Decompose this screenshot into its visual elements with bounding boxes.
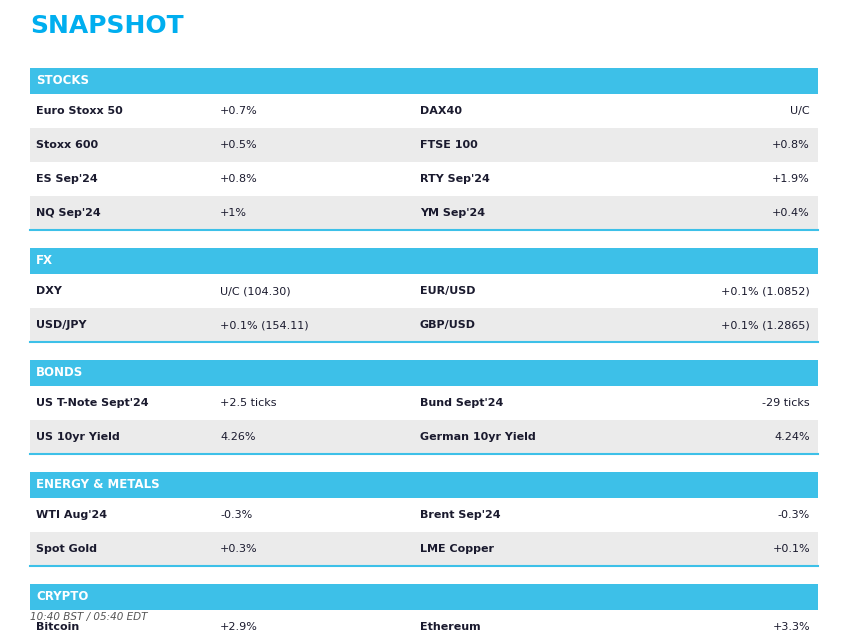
- FancyBboxPatch shape: [30, 308, 818, 342]
- FancyBboxPatch shape: [30, 610, 818, 636]
- Text: Ethereum: Ethereum: [420, 622, 481, 632]
- Text: +1.9%: +1.9%: [773, 174, 810, 184]
- Text: U/C (104.30): U/C (104.30): [220, 286, 291, 296]
- Text: U/C: U/C: [790, 106, 810, 116]
- Text: German 10yr Yield: German 10yr Yield: [420, 432, 536, 442]
- Text: +2.5 ticks: +2.5 ticks: [220, 398, 276, 408]
- FancyBboxPatch shape: [30, 584, 818, 610]
- Text: US 10yr Yield: US 10yr Yield: [36, 432, 120, 442]
- Text: GBP/USD: GBP/USD: [420, 320, 476, 330]
- Text: Spot Gold: Spot Gold: [36, 544, 97, 554]
- FancyBboxPatch shape: [30, 472, 818, 498]
- Text: DAX40: DAX40: [420, 106, 462, 116]
- Text: -0.3%: -0.3%: [778, 510, 810, 520]
- Text: YM Sep'24: YM Sep'24: [420, 208, 485, 218]
- Text: +1%: +1%: [220, 208, 247, 218]
- FancyBboxPatch shape: [30, 386, 818, 420]
- Text: LME Copper: LME Copper: [420, 544, 494, 554]
- Text: +0.1% (1.0852): +0.1% (1.0852): [722, 286, 810, 296]
- Text: NQ Sep'24: NQ Sep'24: [36, 208, 101, 218]
- Text: 10:40 BST / 05:40 EDT: 10:40 BST / 05:40 EDT: [30, 612, 148, 622]
- Text: DXY: DXY: [36, 286, 62, 296]
- Text: RTY Sep'24: RTY Sep'24: [420, 174, 490, 184]
- Text: BONDS: BONDS: [36, 366, 83, 380]
- Text: WTI Aug'24: WTI Aug'24: [36, 510, 107, 520]
- FancyBboxPatch shape: [30, 248, 818, 274]
- Text: +0.8%: +0.8%: [773, 140, 810, 150]
- Text: +0.3%: +0.3%: [220, 544, 258, 554]
- Text: FX: FX: [36, 254, 53, 268]
- Text: US T-Note Sept'24: US T-Note Sept'24: [36, 398, 148, 408]
- Text: +0.8%: +0.8%: [220, 174, 258, 184]
- FancyBboxPatch shape: [30, 94, 818, 128]
- Text: +0.1%: +0.1%: [773, 544, 810, 554]
- Text: -29 ticks: -29 ticks: [762, 398, 810, 408]
- Text: Stoxx 600: Stoxx 600: [36, 140, 98, 150]
- FancyBboxPatch shape: [30, 128, 818, 162]
- Text: +0.7%: +0.7%: [220, 106, 258, 116]
- FancyBboxPatch shape: [30, 274, 818, 308]
- Text: USD/JPY: USD/JPY: [36, 320, 86, 330]
- Text: 4.26%: 4.26%: [220, 432, 255, 442]
- Text: Brent Sep'24: Brent Sep'24: [420, 510, 500, 520]
- Text: -0.3%: -0.3%: [220, 510, 252, 520]
- FancyBboxPatch shape: [30, 498, 818, 532]
- Text: +0.1% (1.2865): +0.1% (1.2865): [722, 320, 810, 330]
- FancyBboxPatch shape: [30, 420, 818, 454]
- Text: Bund Sept'24: Bund Sept'24: [420, 398, 504, 408]
- Text: +0.5%: +0.5%: [220, 140, 258, 150]
- Text: 4.24%: 4.24%: [774, 432, 810, 442]
- FancyBboxPatch shape: [30, 162, 818, 196]
- Text: EUR/USD: EUR/USD: [420, 286, 476, 296]
- Text: +0.1% (154.11): +0.1% (154.11): [220, 320, 309, 330]
- Text: SNAPSHOT: SNAPSHOT: [30, 14, 184, 38]
- FancyBboxPatch shape: [30, 360, 818, 386]
- FancyBboxPatch shape: [30, 68, 818, 94]
- Text: ES Sep'24: ES Sep'24: [36, 174, 98, 184]
- Text: Euro Stoxx 50: Euro Stoxx 50: [36, 106, 123, 116]
- Text: +0.4%: +0.4%: [773, 208, 810, 218]
- Text: +3.3%: +3.3%: [773, 622, 810, 632]
- FancyBboxPatch shape: [30, 532, 818, 566]
- Text: FTSE 100: FTSE 100: [420, 140, 477, 150]
- Text: CRYPTO: CRYPTO: [36, 590, 88, 604]
- FancyBboxPatch shape: [30, 196, 818, 230]
- Text: ENERGY & METALS: ENERGY & METALS: [36, 478, 159, 492]
- Text: STOCKS: STOCKS: [36, 74, 89, 88]
- Text: Bitcoin: Bitcoin: [36, 622, 79, 632]
- Text: +2.9%: +2.9%: [220, 622, 258, 632]
